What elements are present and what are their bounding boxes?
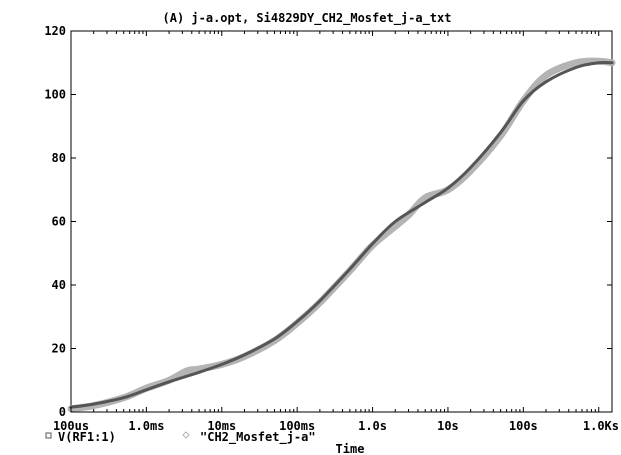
x-tick-label: 10ms [207, 419, 236, 433]
data-point [575, 67, 577, 69]
data-point [425, 202, 427, 204]
data-point [198, 372, 200, 374]
x-tick-label: 1.0Ks [583, 419, 619, 433]
data-point [575, 62, 577, 64]
data-point [611, 62, 613, 64]
data-point [500, 132, 502, 134]
data-point [319, 300, 321, 302]
series-line-1 [67, 57, 616, 413]
data-point [93, 403, 95, 405]
data-point [198, 368, 200, 370]
data-point [221, 364, 223, 366]
data-point [395, 221, 397, 223]
y-tick-label: 100 [44, 88, 66, 102]
data-point [447, 187, 449, 189]
data-point [123, 397, 125, 399]
chart-title: (A) j-a.opt, Si4829DY_CH2_Mosfet_j-a_txt [163, 11, 452, 26]
x-tick-label: 100us [53, 419, 89, 433]
x-tick-label: 100s [509, 419, 538, 433]
legend-marker-ch2-mosfet [182, 431, 190, 439]
legend-label-ch2-mosfet: "CH2_Mosfet_j-a" [200, 430, 316, 445]
data-point [545, 81, 547, 83]
x-tick-label: 1.0ms [128, 419, 164, 433]
series-layer [67, 57, 616, 413]
axis-layer: 0 20 40 60 80 100 120 100us 1.0ms 10ms 100ms 1.0s 10… [44, 24, 619, 433]
y-tick-label: 120 [44, 24, 66, 38]
legend: V(RF1:1) "CH2_Mosfet_j-a" [45, 430, 316, 445]
data-point [168, 381, 170, 383]
data-point [470, 167, 472, 169]
data-point [146, 389, 148, 391]
legend-marker-v-rf1 [45, 432, 52, 439]
data-point [545, 75, 547, 77]
data-point [274, 338, 276, 340]
data-point [425, 197, 427, 199]
x-axis-label: Time [336, 442, 365, 455]
y-tick-label: 80 [52, 151, 66, 165]
data-point [296, 321, 298, 323]
data-point [349, 268, 351, 270]
data-point [523, 100, 525, 102]
data-point [395, 226, 397, 228]
data-point [187, 370, 189, 372]
legend-label-v-rf1: V(RF1:1) [58, 430, 116, 444]
x-tick-label: 100ms [279, 419, 315, 433]
y-tick-label: 0 [59, 405, 66, 419]
x-tick-label: 10s [437, 419, 459, 433]
series-line-0 [69, 60, 614, 409]
y-tick-label: 20 [52, 342, 66, 356]
data-point [244, 354, 246, 356]
y-tick-label: 40 [52, 278, 66, 292]
y-tick-label: 60 [52, 215, 66, 229]
data-point [598, 62, 600, 64]
x-tick-label: 1.0s [358, 419, 387, 433]
data-point [372, 243, 374, 245]
